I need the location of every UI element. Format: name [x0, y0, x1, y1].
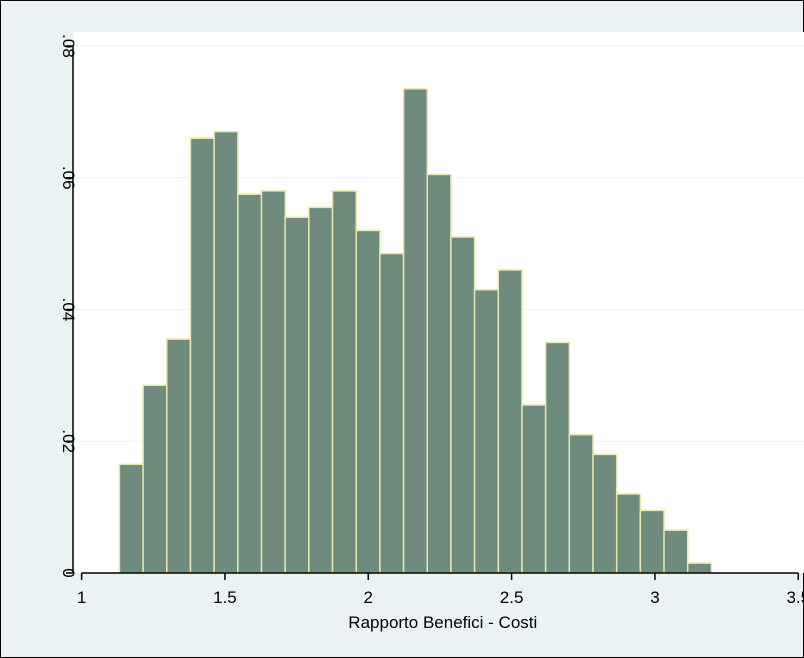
histogram-bar: [473, 288, 500, 574]
x-tick-label: 3.5: [786, 588, 804, 607]
histogram-bar: [308, 206, 334, 574]
histogram-bar: [213, 130, 239, 574]
x-tick-label: 2.5: [500, 588, 524, 607]
histogram-bar: [402, 88, 429, 574]
histogram-bar: [189, 137, 215, 574]
histogram-bar: [426, 173, 452, 574]
histogram-bars: [118, 88, 713, 574]
histogram-bar: [639, 509, 665, 574]
histogram-bar: [142, 384, 168, 574]
y-tick-label: .02: [59, 429, 78, 453]
histogram-bar: [379, 252, 405, 574]
x-tick-label: 1.5: [213, 588, 237, 607]
histogram-bar: [592, 453, 618, 574]
y-tick-label: .04: [59, 298, 78, 322]
histogram-bar: [118, 463, 144, 574]
y-tick-label: .06: [59, 166, 78, 190]
x-tick-label: 3: [650, 588, 659, 607]
histogram-bar: [544, 341, 571, 574]
histogram-bar: [497, 269, 523, 574]
x-tick-label: 1: [77, 588, 86, 607]
y-tick-label: 0: [59, 568, 78, 577]
histogram-bar: [284, 216, 310, 574]
y-axis-ticks: 0 .02 .04 .06 .08: [59, 34, 78, 578]
histogram-bar: [331, 190, 357, 574]
histogram-bar: [663, 529, 689, 574]
histogram-bar: [568, 433, 594, 574]
histogram-bar: [355, 229, 381, 574]
histogram-bar: [686, 562, 713, 574]
x-axis-ticks: 1 1.5 2 2.5 3 3.5: [77, 573, 804, 607]
histogram-bar: [237, 193, 263, 574]
histogram-bar: [450, 236, 476, 574]
histogram-bar: [166, 338, 192, 574]
x-axis-label: Rapporto Benefici - Costi: [348, 613, 537, 632]
histogram-bar: [615, 493, 642, 574]
histogram-bar: [260, 190, 286, 574]
x-tick-label: 2: [364, 588, 373, 607]
y-tick-label: .08: [59, 34, 78, 58]
histogram-bar: [521, 404, 547, 574]
